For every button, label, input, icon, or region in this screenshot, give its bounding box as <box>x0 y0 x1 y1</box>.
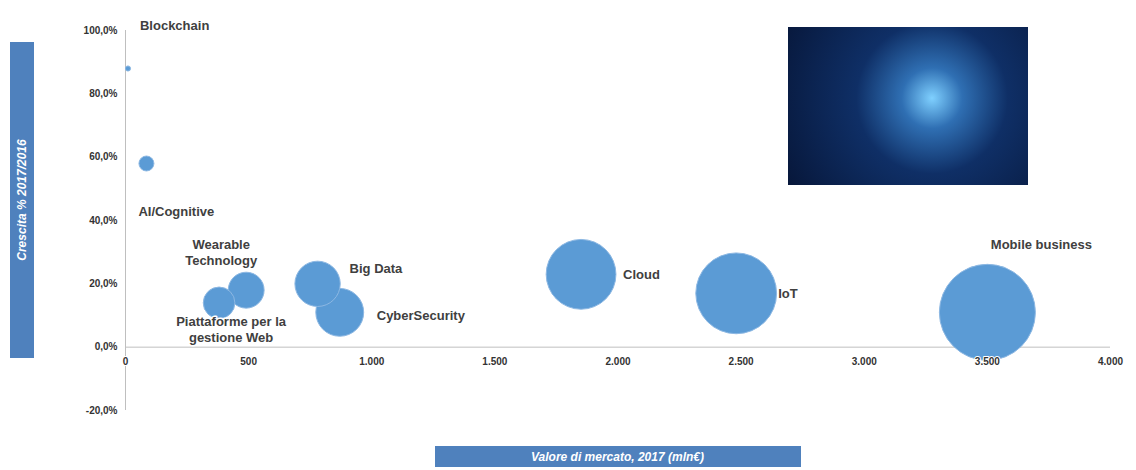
svg-text:3.000: 3.000 <box>852 356 877 367</box>
svg-text:Big Data: Big Data <box>350 261 404 276</box>
svg-text:-20,0%: -20,0% <box>86 405 118 416</box>
svg-text:60,0%: 60,0% <box>89 151 117 162</box>
svg-text:40,0%: 40,0% <box>89 215 117 226</box>
svg-text:0,0%: 0,0% <box>95 341 118 352</box>
svg-text:80,0%: 80,0% <box>89 88 117 99</box>
svg-text:IoT: IoT <box>778 286 798 301</box>
svg-text:0: 0 <box>123 356 129 367</box>
svg-text:CyberSecurity: CyberSecurity <box>377 308 466 323</box>
svg-text:WearableTechnology: WearableTechnology <box>185 237 258 268</box>
svg-text:1.000: 1.000 <box>359 356 384 367</box>
svg-text:2.500: 2.500 <box>729 356 754 367</box>
svg-text:20,0%: 20,0% <box>89 278 117 289</box>
html-text:Valore di mercato, 2017 (mln€): Valore di mercato, 2017 (mln€) <box>531 449 704 464</box>
svg-text:Blockchain: Blockchain <box>140 17 209 32</box>
svg-text:Piattaforme per lagestione Web: Piattaforme per lagestione Web <box>176 314 287 345</box>
svg-text:1.500: 1.500 <box>482 356 507 367</box>
svg-text:100,0%: 100,0% <box>84 25 118 36</box>
svg-text:AI/Cognitive: AI/Cognitive <box>138 203 214 218</box>
svg-text:Cloud: Cloud <box>623 267 660 282</box>
svg-text:500: 500 <box>240 356 257 367</box>
svg-text:Mobile business: Mobile business <box>991 237 1092 252</box>
svg-text:2.000: 2.000 <box>605 356 630 367</box>
html-text:Crescita % 2017/2016: Crescita % 2017/2016 <box>15 139 29 261</box>
svg-text:3.500: 3.500 <box>975 356 1000 367</box>
svg-text:4.000: 4.000 <box>1098 356 1123 367</box>
